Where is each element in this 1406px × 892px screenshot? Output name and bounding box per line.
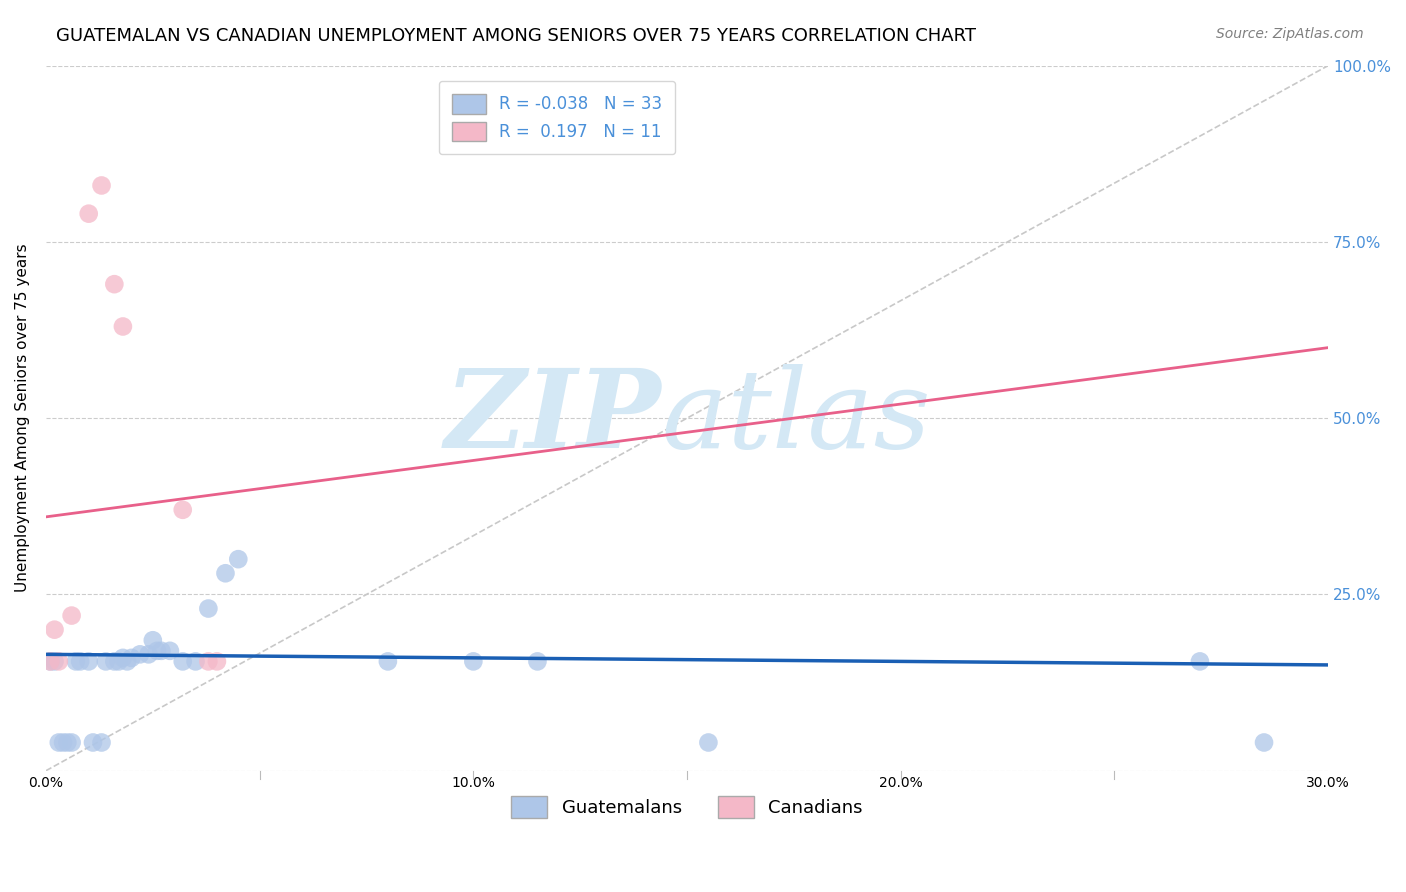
Point xyxy=(1188,654,1211,668)
Point xyxy=(39,654,62,668)
Point xyxy=(65,654,87,668)
Point xyxy=(82,735,104,749)
Point xyxy=(56,735,79,749)
Point xyxy=(377,654,399,668)
Point xyxy=(197,654,219,668)
Point xyxy=(44,623,66,637)
Point xyxy=(146,644,169,658)
Point xyxy=(129,648,152,662)
Point xyxy=(77,654,100,668)
Point xyxy=(111,651,134,665)
Point xyxy=(39,654,62,668)
Legend: Guatemalans, Canadians: Guatemalans, Canadians xyxy=(503,789,870,825)
Point xyxy=(120,651,142,665)
Point xyxy=(214,566,236,581)
Point xyxy=(150,644,173,658)
Point xyxy=(103,277,125,292)
Point xyxy=(526,654,548,668)
Point xyxy=(69,654,91,668)
Text: ZIP: ZIP xyxy=(444,365,661,472)
Point xyxy=(111,319,134,334)
Point xyxy=(90,178,112,193)
Point xyxy=(226,552,249,566)
Text: Source: ZipAtlas.com: Source: ZipAtlas.com xyxy=(1216,27,1364,41)
Point xyxy=(197,601,219,615)
Point xyxy=(60,735,83,749)
Point xyxy=(205,654,228,668)
Point xyxy=(107,654,129,668)
Point xyxy=(697,735,720,749)
Point xyxy=(159,644,181,658)
Point xyxy=(44,654,66,668)
Point xyxy=(115,654,138,668)
Text: GUATEMALAN VS CANADIAN UNEMPLOYMENT AMONG SENIORS OVER 75 YEARS CORRELATION CHAR: GUATEMALAN VS CANADIAN UNEMPLOYMENT AMON… xyxy=(56,27,976,45)
Point xyxy=(172,654,194,668)
Text: atlas: atlas xyxy=(661,365,931,472)
Point xyxy=(48,654,70,668)
Point xyxy=(184,654,207,668)
Point xyxy=(60,608,83,623)
Point xyxy=(463,654,485,668)
Point xyxy=(103,654,125,668)
Point xyxy=(172,503,194,517)
Point xyxy=(90,735,112,749)
Point xyxy=(142,633,165,648)
Point xyxy=(94,654,117,668)
Point xyxy=(52,735,75,749)
Y-axis label: Unemployment Among Seniors over 75 years: Unemployment Among Seniors over 75 years xyxy=(15,244,30,592)
Point xyxy=(138,648,160,662)
Point xyxy=(1253,735,1275,749)
Point xyxy=(77,207,100,221)
Point xyxy=(48,735,70,749)
